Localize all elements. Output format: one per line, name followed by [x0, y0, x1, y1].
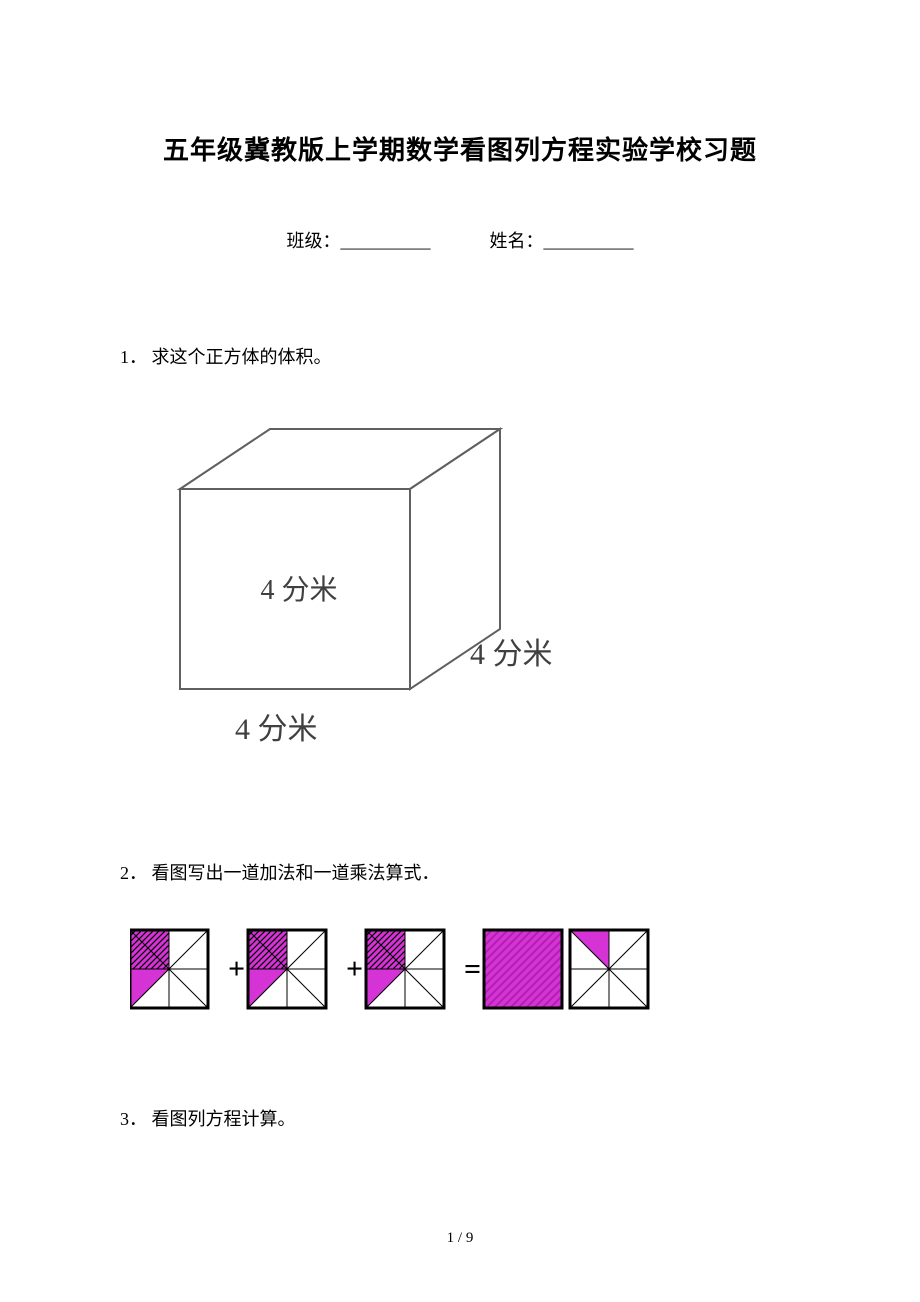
- svg-text:+: +: [346, 952, 363, 985]
- class-blank: __________: [341, 231, 431, 251]
- svg-text:=: =: [464, 952, 481, 985]
- svg-text:4 分米: 4 分米: [261, 574, 338, 606]
- q1-text: 求这个正方体的体积。: [152, 347, 332, 367]
- cube-figure: 4 分米 4 分米 4 分米: [150, 409, 800, 774]
- q3-text: 看图列方程计算。: [152, 1109, 296, 1129]
- page-footer: 1 / 9: [0, 1230, 920, 1247]
- svg-text:4 分米: 4 分米: [235, 713, 318, 746]
- svg-text:4 分米: 4 分米: [470, 638, 553, 671]
- name-blank: __________: [544, 231, 634, 251]
- fraction-figure: + + =: [130, 925, 800, 1020]
- question-2: 2． 看图写出一道加法和一道乘法算式．: [120, 859, 800, 885]
- form-row: 班级：__________ 姓名：__________: [120, 227, 800, 253]
- class-label: 班级：: [287, 231, 341, 251]
- name-label: 姓名：: [490, 231, 544, 251]
- q3-number: 3．: [120, 1105, 147, 1131]
- question-3: 3． 看图列方程计算。: [120, 1105, 800, 1131]
- question-1: 1． 求这个正方体的体积。: [120, 343, 800, 369]
- q2-text: 看图写出一道加法和一道乘法算式．: [152, 863, 440, 883]
- svg-text:+: +: [228, 952, 245, 985]
- page-title: 五年级冀教版上学期数学看图列方程实验学校习题: [120, 130, 800, 167]
- q2-number: 2．: [120, 859, 147, 885]
- q1-number: 1．: [120, 343, 147, 369]
